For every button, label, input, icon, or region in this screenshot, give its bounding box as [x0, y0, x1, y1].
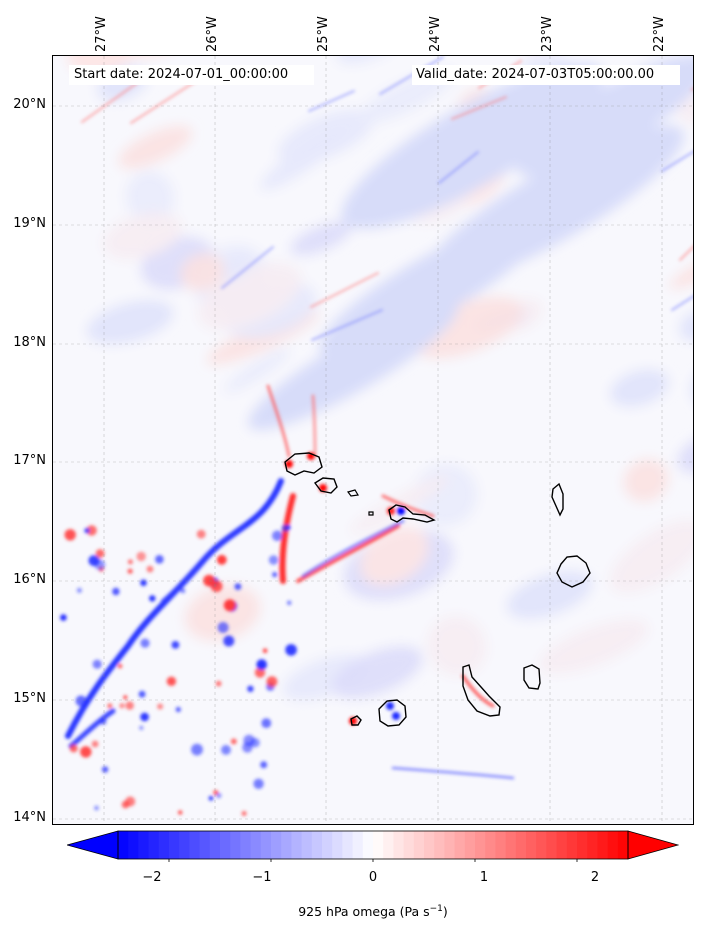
omega-field: [53, 56, 693, 824]
map-plot-area: [52, 55, 694, 825]
cb-tick-label: 1: [479, 870, 489, 885]
lon-label: 26°W: [205, 16, 220, 52]
island-sal: [551, 482, 564, 517]
lon-label: 25°W: [316, 16, 331, 52]
valid-date-label: Valid_date: 2024-07-03T05:00:00.00: [412, 65, 680, 85]
cb-tick-label: 0: [368, 870, 378, 885]
island-santo-antao: [284, 452, 323, 476]
lat-label: 17°N: [13, 453, 46, 468]
lon-label: 22°W: [652, 16, 667, 52]
cb-tick-label: 2: [590, 870, 600, 885]
lat-label: 15°N: [13, 691, 46, 706]
colorbar-extend-high: [627, 830, 679, 860]
field-streaks: [60, 56, 693, 816]
colorbar-segments: [118, 831, 629, 859]
field-background: [67, 56, 693, 701]
island-maio: [523, 664, 541, 690]
island-boa-vista: [556, 555, 591, 588]
lat-label: 19°N: [13, 216, 46, 231]
cb-tick-label: −1: [252, 870, 272, 885]
colorbar-extend-low: [67, 830, 119, 860]
lon-label: 23°W: [540, 16, 555, 52]
island-santiago: [462, 664, 501, 717]
lat-label: 16°N: [13, 572, 46, 587]
lon-label: 27°W: [94, 16, 109, 52]
start-date-label: Start date: 2024-07-01_00:00:00: [69, 65, 314, 85]
lat-label: 14°N: [13, 810, 46, 825]
lat-label: 18°N: [13, 335, 46, 350]
colorbar: [67, 830, 679, 862]
lon-label: 24°W: [428, 16, 443, 52]
island-santa-luzia: [346, 489, 359, 497]
island-sao-vicente: [313, 477, 338, 494]
island-sao-nicolau: [388, 504, 436, 523]
island-brava: [350, 715, 362, 726]
colorbar-label: 925 hPa omega (Pa s−1): [298, 904, 448, 920]
gridlines: [53, 56, 693, 824]
colorbar-tick-marks: [168, 859, 578, 862]
island-fogo: [378, 699, 407, 727]
coastlines: [284, 452, 591, 727]
cb-tick-label: −2: [142, 870, 162, 885]
island-raso: [368, 511, 374, 516]
lat-label: 20°N: [13, 97, 46, 112]
